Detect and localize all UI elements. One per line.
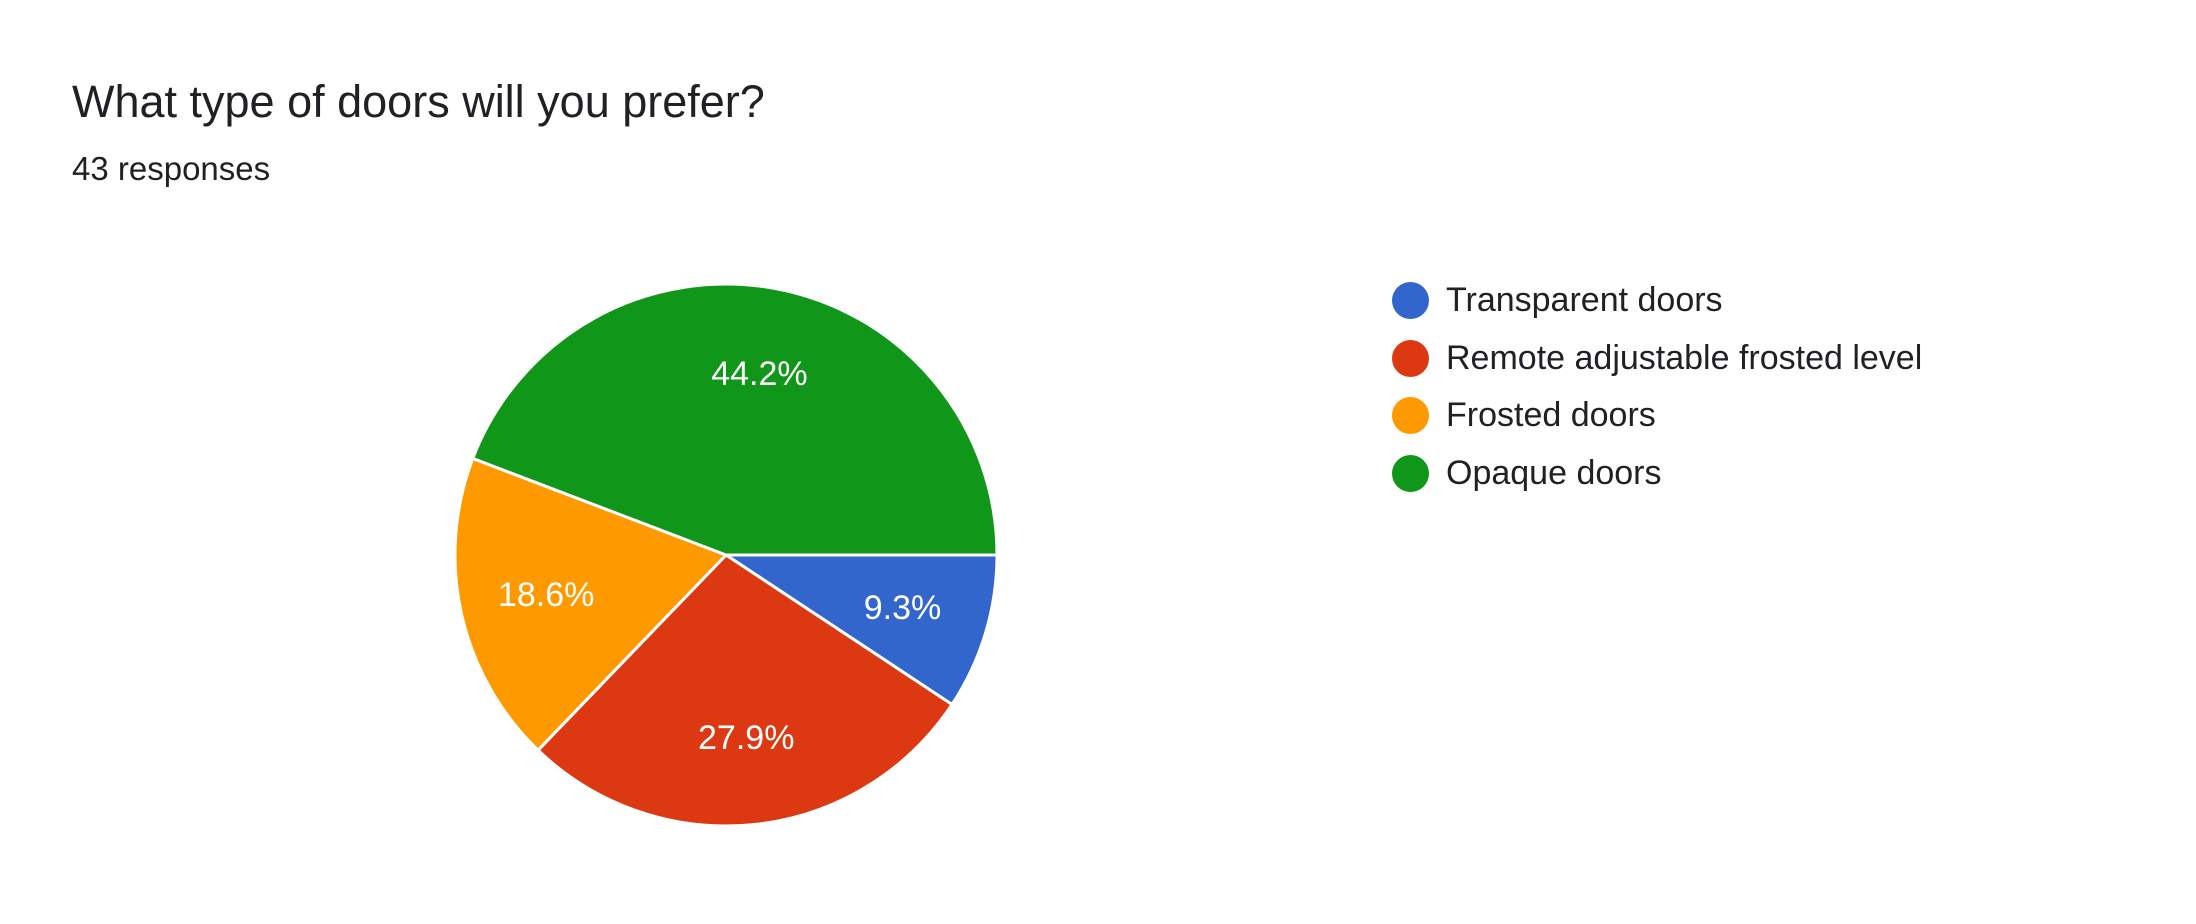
slice-value-label-opaque-doors: 44.2% xyxy=(711,355,807,393)
pie-slice-opaque-doors xyxy=(470,282,999,557)
legend-label: Remote adjustable frosted level xyxy=(1446,338,1923,377)
pie-slice-frosted-doors xyxy=(453,456,729,753)
pie-slice-remote-adjustable-frosted-level xyxy=(535,553,955,828)
pie-slice-labels: 9.3% 27.9% 18.6% 44.2% xyxy=(498,355,941,757)
legend-item-transparent-doors: Transparent doors xyxy=(1392,272,1922,330)
legend-item-opaque-doors: Opaque doors xyxy=(1392,445,1922,503)
slice-value-label-frosted-doors: 18.6% xyxy=(498,576,594,614)
legend-swatch xyxy=(1392,339,1429,377)
legend-item-remote-adjustable-frosted-level: Remote adjustable frosted level xyxy=(1392,330,1922,388)
legend-item-frosted-doors: Frosted doors xyxy=(1392,387,1922,445)
chart-legend: Transparent doors Remote adjustable frost… xyxy=(1392,272,1922,502)
legend-label: Frosted doors xyxy=(1446,396,1656,435)
slice-value-label-transparent-doors: 9.3% xyxy=(864,589,942,627)
legend-label: Opaque doors xyxy=(1446,453,1662,492)
slice-value-label-remote-adjustable-frosted-level: 27.9% xyxy=(698,719,794,757)
response-count: 43 responses xyxy=(72,150,271,187)
legend-swatch xyxy=(1392,454,1429,492)
pie-slices xyxy=(453,282,999,828)
legend-swatch xyxy=(1392,282,1429,320)
pie-slice-transparent-doors xyxy=(721,553,999,707)
chart-title: What type of doors will you prefer? xyxy=(72,76,765,127)
legend-label: Transparent doors xyxy=(1446,281,1723,320)
legend-swatch xyxy=(1392,397,1429,435)
